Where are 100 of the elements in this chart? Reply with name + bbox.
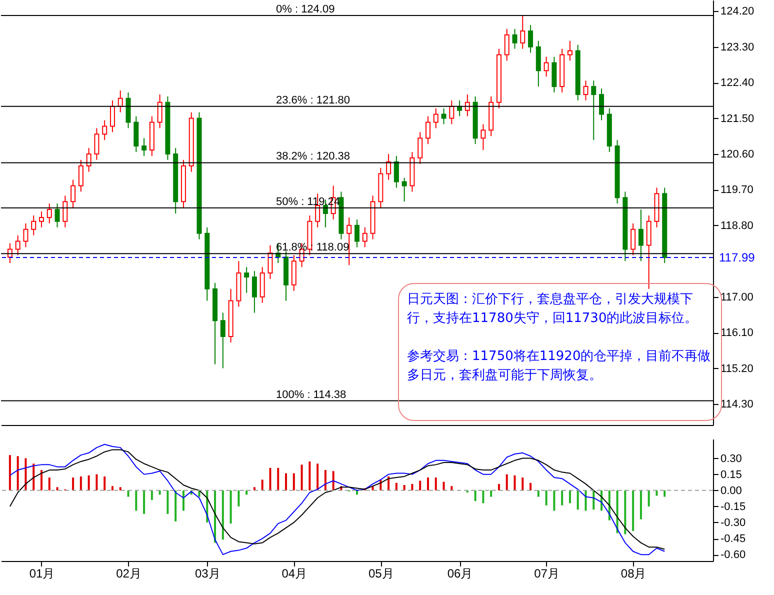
y-tick-label: 114.30 <box>720 398 754 410</box>
x-tick-label: 07月 <box>534 566 560 580</box>
candlestick <box>70 179 76 208</box>
bar <box>498 484 500 490</box>
bar <box>214 490 216 543</box>
candlestick <box>504 28 510 62</box>
bar <box>632 490 634 532</box>
y-tick-label: 123.30 <box>720 41 754 54</box>
bar <box>80 476 82 490</box>
candlestick <box>126 92 131 129</box>
candlestick <box>449 100 454 125</box>
bar <box>403 485 406 490</box>
annotation: 参考交易：11750将在11920的仓平掉，目前不再做多日元，套利盘可能于下周恢复。 <box>407 348 712 385</box>
bar <box>308 461 311 490</box>
y-tick-label: 115.20 <box>720 362 754 375</box>
candlestick <box>102 120 108 141</box>
y-tick-label: 124.20 <box>720 6 754 18</box>
bar <box>561 490 564 506</box>
candlestick <box>528 24 534 54</box>
bar <box>553 490 556 511</box>
x-tick-label: 01月 <box>29 566 55 580</box>
bar <box>426 478 429 490</box>
x-tick-label: 02月 <box>116 566 142 580</box>
bar <box>514 475 516 490</box>
candlestick <box>441 108 446 125</box>
bar <box>182 490 184 511</box>
candlestick <box>418 132 423 164</box>
bar <box>166 490 169 514</box>
x-tick-label: 03月 <box>194 566 220 580</box>
bar <box>530 482 532 490</box>
bar <box>474 490 476 502</box>
candlestick <box>433 108 438 129</box>
bar <box>506 474 508 490</box>
bar <box>24 458 27 490</box>
y-tick-label: 119.70 <box>720 184 754 196</box>
candlestick <box>110 100 115 133</box>
bar <box>300 464 303 490</box>
bar <box>238 490 240 506</box>
bar <box>230 490 232 524</box>
candlestick <box>15 234 20 256</box>
bar <box>442 482 445 490</box>
bar <box>482 490 484 504</box>
candlestick <box>62 195 68 228</box>
bar <box>664 490 666 497</box>
bar <box>490 490 492 497</box>
x-tick-label: 05月 <box>368 566 394 580</box>
candlestick <box>268 244 273 280</box>
bar <box>568 490 571 504</box>
bar <box>222 490 224 540</box>
candlestick <box>38 211 44 228</box>
bar <box>545 490 548 506</box>
bar <box>292 473 295 490</box>
bar <box>648 490 650 506</box>
candlestick <box>394 155 399 188</box>
bar <box>537 490 540 497</box>
bar <box>104 476 106 490</box>
candlestick <box>362 226 368 248</box>
bar <box>285 473 288 490</box>
bar <box>269 468 272 490</box>
candlestick <box>291 254 296 292</box>
candlestick <box>23 222 28 248</box>
ref-line-label: 38.2% : 120.38 <box>276 150 350 163</box>
candlestick <box>520 14 526 50</box>
bar <box>135 490 138 511</box>
bar <box>434 478 437 490</box>
candlestick <box>244 266 250 294</box>
candlestick <box>86 148 92 172</box>
bar <box>419 480 422 490</box>
y-tick-label: 0.15 <box>720 468 742 481</box>
candlestick <box>118 90 123 113</box>
x-tick-label: 08月 <box>620 566 646 580</box>
y-tick-label: 116.10 <box>720 327 754 340</box>
ref-line-label: 0% : 124.09 <box>276 3 335 16</box>
candlestick <box>354 218 360 248</box>
y-tick-label: 0.00 <box>720 484 742 497</box>
bar <box>111 486 114 490</box>
candlestick <box>638 209 644 262</box>
bar <box>40 470 42 490</box>
y-tick-label: 122.40 <box>720 77 754 90</box>
y-tick-label: 120.60 <box>720 148 754 160</box>
candlestick <box>425 116 430 145</box>
bar <box>96 474 98 490</box>
bar <box>395 482 398 490</box>
candlestick <box>386 153 392 180</box>
candlestick <box>402 177 407 202</box>
candlestick <box>134 116 139 152</box>
bar <box>640 490 642 520</box>
candlestick <box>599 88 604 121</box>
bar <box>72 478 74 490</box>
candlestick <box>157 94 162 129</box>
y-tick-label: -0.45 <box>720 533 746 546</box>
candlestick <box>591 80 596 141</box>
candlestick <box>252 270 257 314</box>
candlestick <box>512 28 518 50</box>
candlestick <box>630 222 636 256</box>
bar <box>261 480 264 490</box>
bar <box>174 490 177 522</box>
candlestick <box>544 56 549 78</box>
y-tick-label: 118.80 <box>720 220 754 232</box>
ref-line-label: 117.99 <box>719 250 756 265</box>
